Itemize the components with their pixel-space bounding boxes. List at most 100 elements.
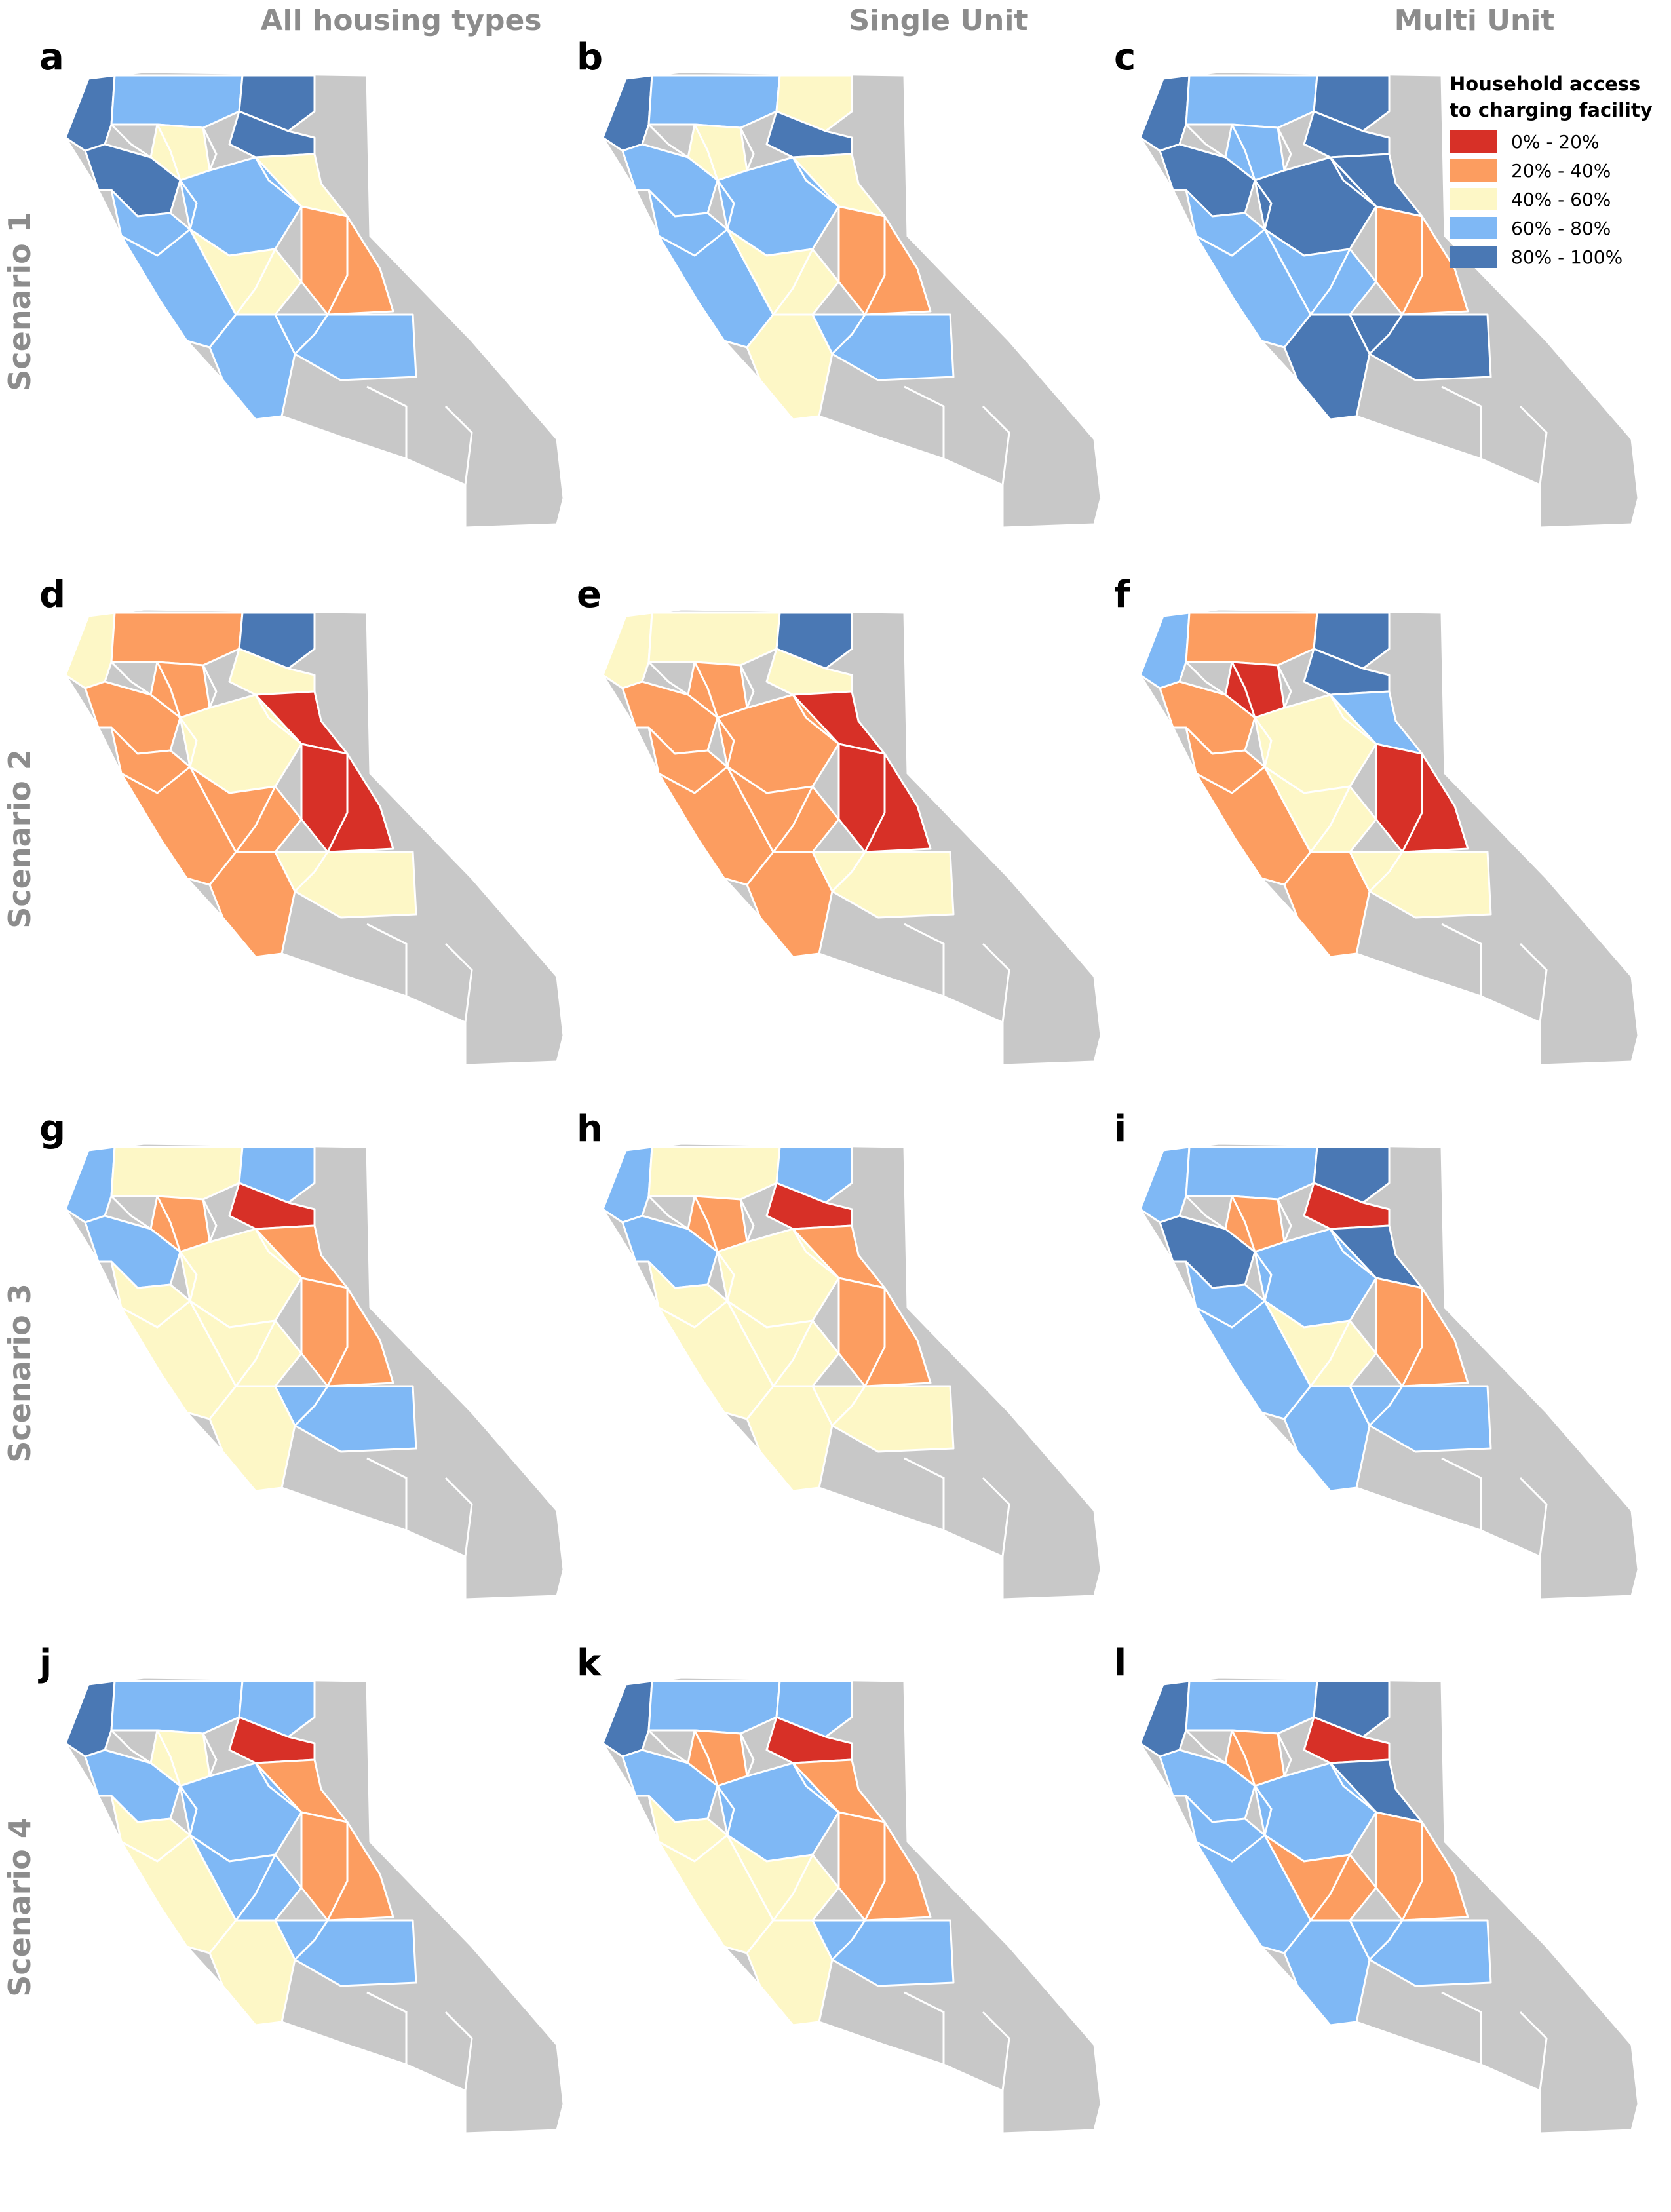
county-border: [883, 438, 944, 499]
county-border: [254, 1762, 302, 1814]
panel-letter: g: [39, 1108, 66, 1150]
map-panel-h: h: [577, 1111, 1101, 1622]
county-region-north-coast: [602, 74, 653, 152]
county-border: [883, 2044, 944, 2105]
county-border: [110, 1729, 151, 1764]
county-border: [1254, 1251, 1273, 1302]
legend-item: 60% - 80%: [1450, 214, 1666, 243]
county-border: [235, 786, 277, 853]
county-border: [1519, 1477, 1548, 1557]
county-region-north-coast: [64, 1680, 116, 1758]
panel-letter: e: [577, 573, 602, 616]
legend-item: 40% - 60%: [1450, 185, 1666, 214]
county-border: [647, 1195, 689, 1230]
county-region-northeast: [238, 1146, 316, 1204]
county-border: [1329, 694, 1377, 745]
county-region-northeast: [775, 74, 853, 132]
panel-letter: l: [1114, 1642, 1127, 1684]
legend-item: 20% - 40%: [1450, 156, 1666, 185]
legend-item: 80% - 100%: [1450, 243, 1666, 271]
county-border: [1195, 228, 1265, 257]
county-border: [658, 228, 728, 257]
row-label-scenario-4: Scenario 4: [2, 1817, 37, 1997]
county-border: [1309, 786, 1351, 853]
county-border: [346, 2044, 407, 2105]
county-border: [831, 1920, 866, 1961]
county-border: [1277, 1733, 1292, 1777]
county-border: [1254, 1785, 1273, 1836]
county-border: [982, 2011, 1010, 2091]
legend-item: 0% - 20%: [1450, 127, 1666, 156]
county-border: [831, 314, 866, 355]
county-border: [156, 1730, 182, 1787]
county-border: [110, 1195, 151, 1230]
column-header-single-unit: Single Unit: [849, 4, 1028, 37]
county-border: [202, 127, 218, 171]
row-label-scenario-2: Scenario 2: [2, 749, 37, 929]
county-border: [982, 1477, 1010, 1557]
row-label-scenario-3: Scenario 3: [2, 1283, 37, 1463]
county-border: [792, 1762, 839, 1814]
county-border: [326, 1288, 349, 1387]
panel-letter: d: [39, 573, 66, 616]
california-map: [64, 71, 564, 529]
county-border: [658, 1834, 728, 1863]
county-border: [1277, 665, 1292, 708]
county-region-sierra-central: [1329, 1224, 1423, 1289]
county-border: [693, 1195, 719, 1252]
county-border: [1309, 1320, 1351, 1387]
county-border: [254, 157, 302, 208]
california-map: [64, 1142, 564, 1601]
county-region-sierra-central: [1329, 690, 1423, 755]
county-border: [235, 1854, 277, 1921]
county-border: [792, 157, 839, 208]
map-panel-j: j: [39, 1645, 564, 2156]
county-border: [716, 1785, 735, 1836]
county-border: [121, 1834, 191, 1863]
county-border: [346, 438, 407, 499]
legend-label: 20% - 40%: [1511, 159, 1611, 182]
map-panel-d: d: [39, 577, 564, 1088]
county-border: [1329, 1228, 1377, 1279]
county-border: [982, 942, 1010, 1023]
county-border: [831, 851, 866, 893]
county-border: [647, 123, 689, 159]
county-border: [366, 1457, 408, 1530]
county-border: [366, 385, 408, 459]
county-border: [1368, 1920, 1404, 1961]
legend-swatch: [1450, 246, 1497, 268]
county-border: [883, 976, 944, 1037]
county-border: [772, 1854, 814, 1921]
county-border: [1185, 1195, 1226, 1230]
county-border: [1441, 923, 1482, 996]
legend-swatch: [1450, 159, 1497, 182]
county-border: [254, 1228, 302, 1279]
county-border: [156, 661, 182, 718]
california-map: [64, 1677, 564, 2135]
county-border: [444, 405, 473, 486]
county-border: [1231, 1195, 1256, 1252]
county-region-north-inner: [1185, 1146, 1318, 1201]
county-region-sierra-central: [1329, 1758, 1423, 1823]
county-region-sierra-central: [792, 153, 886, 218]
panel-letter: a: [39, 36, 64, 79]
county-border: [864, 1822, 886, 1921]
county-region-north-inner: [1185, 1680, 1318, 1735]
county-border: [716, 1251, 735, 1302]
county-border: [1421, 2044, 1482, 2105]
county-region-north-coast: [602, 1146, 653, 1224]
county-border: [1368, 1386, 1404, 1427]
column-header-all-housing: All housing types: [260, 4, 542, 37]
map-panel-e: e: [577, 577, 1101, 1088]
panel-letter: i: [1114, 1108, 1127, 1150]
county-border: [904, 923, 945, 996]
county-border: [326, 1822, 349, 1921]
county-border: [1195, 766, 1265, 794]
county-border: [326, 216, 349, 315]
county-border: [110, 661, 151, 696]
county-border: [792, 694, 839, 745]
county-region-north-coast: [1139, 1146, 1191, 1224]
county-border: [739, 1733, 755, 1777]
county-border: [1195, 1834, 1265, 1863]
county-region-north-coast: [602, 611, 653, 689]
